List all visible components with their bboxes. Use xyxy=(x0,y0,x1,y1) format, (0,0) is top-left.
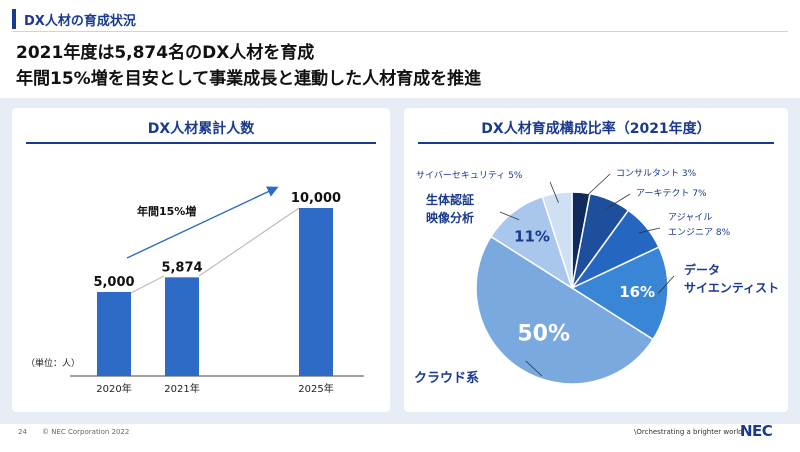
bar-value-label: 5,874 xyxy=(161,260,202,275)
pie-slice-label: アジャイルエンジニア 8% xyxy=(668,213,731,238)
bar-1 xyxy=(97,292,131,376)
growth-arrow xyxy=(126,186,279,259)
pie-leader-line xyxy=(606,193,631,210)
trend-connector-1 xyxy=(130,275,165,294)
pie-inner-label: 11% xyxy=(514,227,550,245)
pie-inner-label: 50% xyxy=(517,322,570,347)
pie-slice-label: アーキテクト 7% xyxy=(636,188,707,199)
pie-leader-line xyxy=(657,275,675,294)
pie-slice-label: クラウド系 xyxy=(414,370,479,386)
pie-slice-label: コンサルタント 3% xyxy=(616,168,697,179)
bar-category-label: 2025年 xyxy=(298,382,333,395)
bar-3 xyxy=(299,208,333,376)
brand-slogan: \Orchestrating a brighter world xyxy=(634,428,743,436)
bar-chart: 年間15%増 （単位：人） 5,000 2020年 5,874 2021年 10,000… xyxy=(26,186,364,395)
pie-slice-label: データサイエンティスト xyxy=(684,262,779,295)
pie-slice-4 xyxy=(570,246,669,341)
pie-chart-title-rule xyxy=(418,142,774,144)
section-label: DX人材の育成状況 xyxy=(24,13,136,29)
pie-chart-card: DX人材育成構成比率（2021年度） 16% 50% 11% コンサルタント 3% アー… xyxy=(404,108,788,412)
bar-chart-card: DX人材累計人数 年間15%増 （単位：人） 5,000 2020年 5,874 20… xyxy=(12,108,390,412)
trend-connector-2 xyxy=(198,207,300,277)
header-divider xyxy=(12,31,788,32)
bar-value-label: 5,000 xyxy=(93,275,134,290)
headline-line-1: 2021年度は5,874名のDX人材を育成 xyxy=(16,43,315,63)
pie-inner-label: 16% xyxy=(619,283,655,301)
bar-2 xyxy=(165,277,199,376)
pie-leader-line xyxy=(525,360,543,377)
bar-category-label: 2020年 xyxy=(96,382,131,395)
pie-leader-line xyxy=(579,173,611,203)
pie-leader-line xyxy=(549,181,559,203)
section-tag: DX人材の育成状況 xyxy=(12,8,136,30)
pie-slice-7 xyxy=(541,191,573,289)
pie-slice-5 xyxy=(475,235,655,385)
page-number: 24 xyxy=(18,428,27,436)
unit-label: （単位：人） xyxy=(26,357,80,369)
pie-slice-label: 生体認証映像分析 xyxy=(426,192,474,225)
section-accent-bar xyxy=(12,9,16,29)
bar-category-label: 2021年 xyxy=(164,382,199,395)
copyright: © NEC Corporation 2022 xyxy=(42,428,130,436)
pie-chart-title: DX人材育成構成比率（2021年度） xyxy=(481,121,711,137)
nec-logo: NEC xyxy=(740,422,773,440)
headline-line-2: 年間15%増を目安として事業成長と連動した人材育成を推進 xyxy=(16,69,482,89)
bar-chart-title-rule xyxy=(26,142,376,144)
pie-slice-label: サイバーセキュリティ 5% xyxy=(416,170,523,181)
pie-leader-line xyxy=(499,211,520,221)
bar-chart-title: DX人材累計人数 xyxy=(147,121,255,137)
pie-chart: 16% 50% 11% コンサルタント 3% アーキテクト 7% アジャイルエンジニア 8… xyxy=(414,168,779,386)
pie-slice-6 xyxy=(489,195,574,290)
pie-leader-line xyxy=(638,227,661,234)
growth-label: 年間15%増 xyxy=(137,204,196,218)
bar-value-label: 10,000 xyxy=(291,191,341,206)
